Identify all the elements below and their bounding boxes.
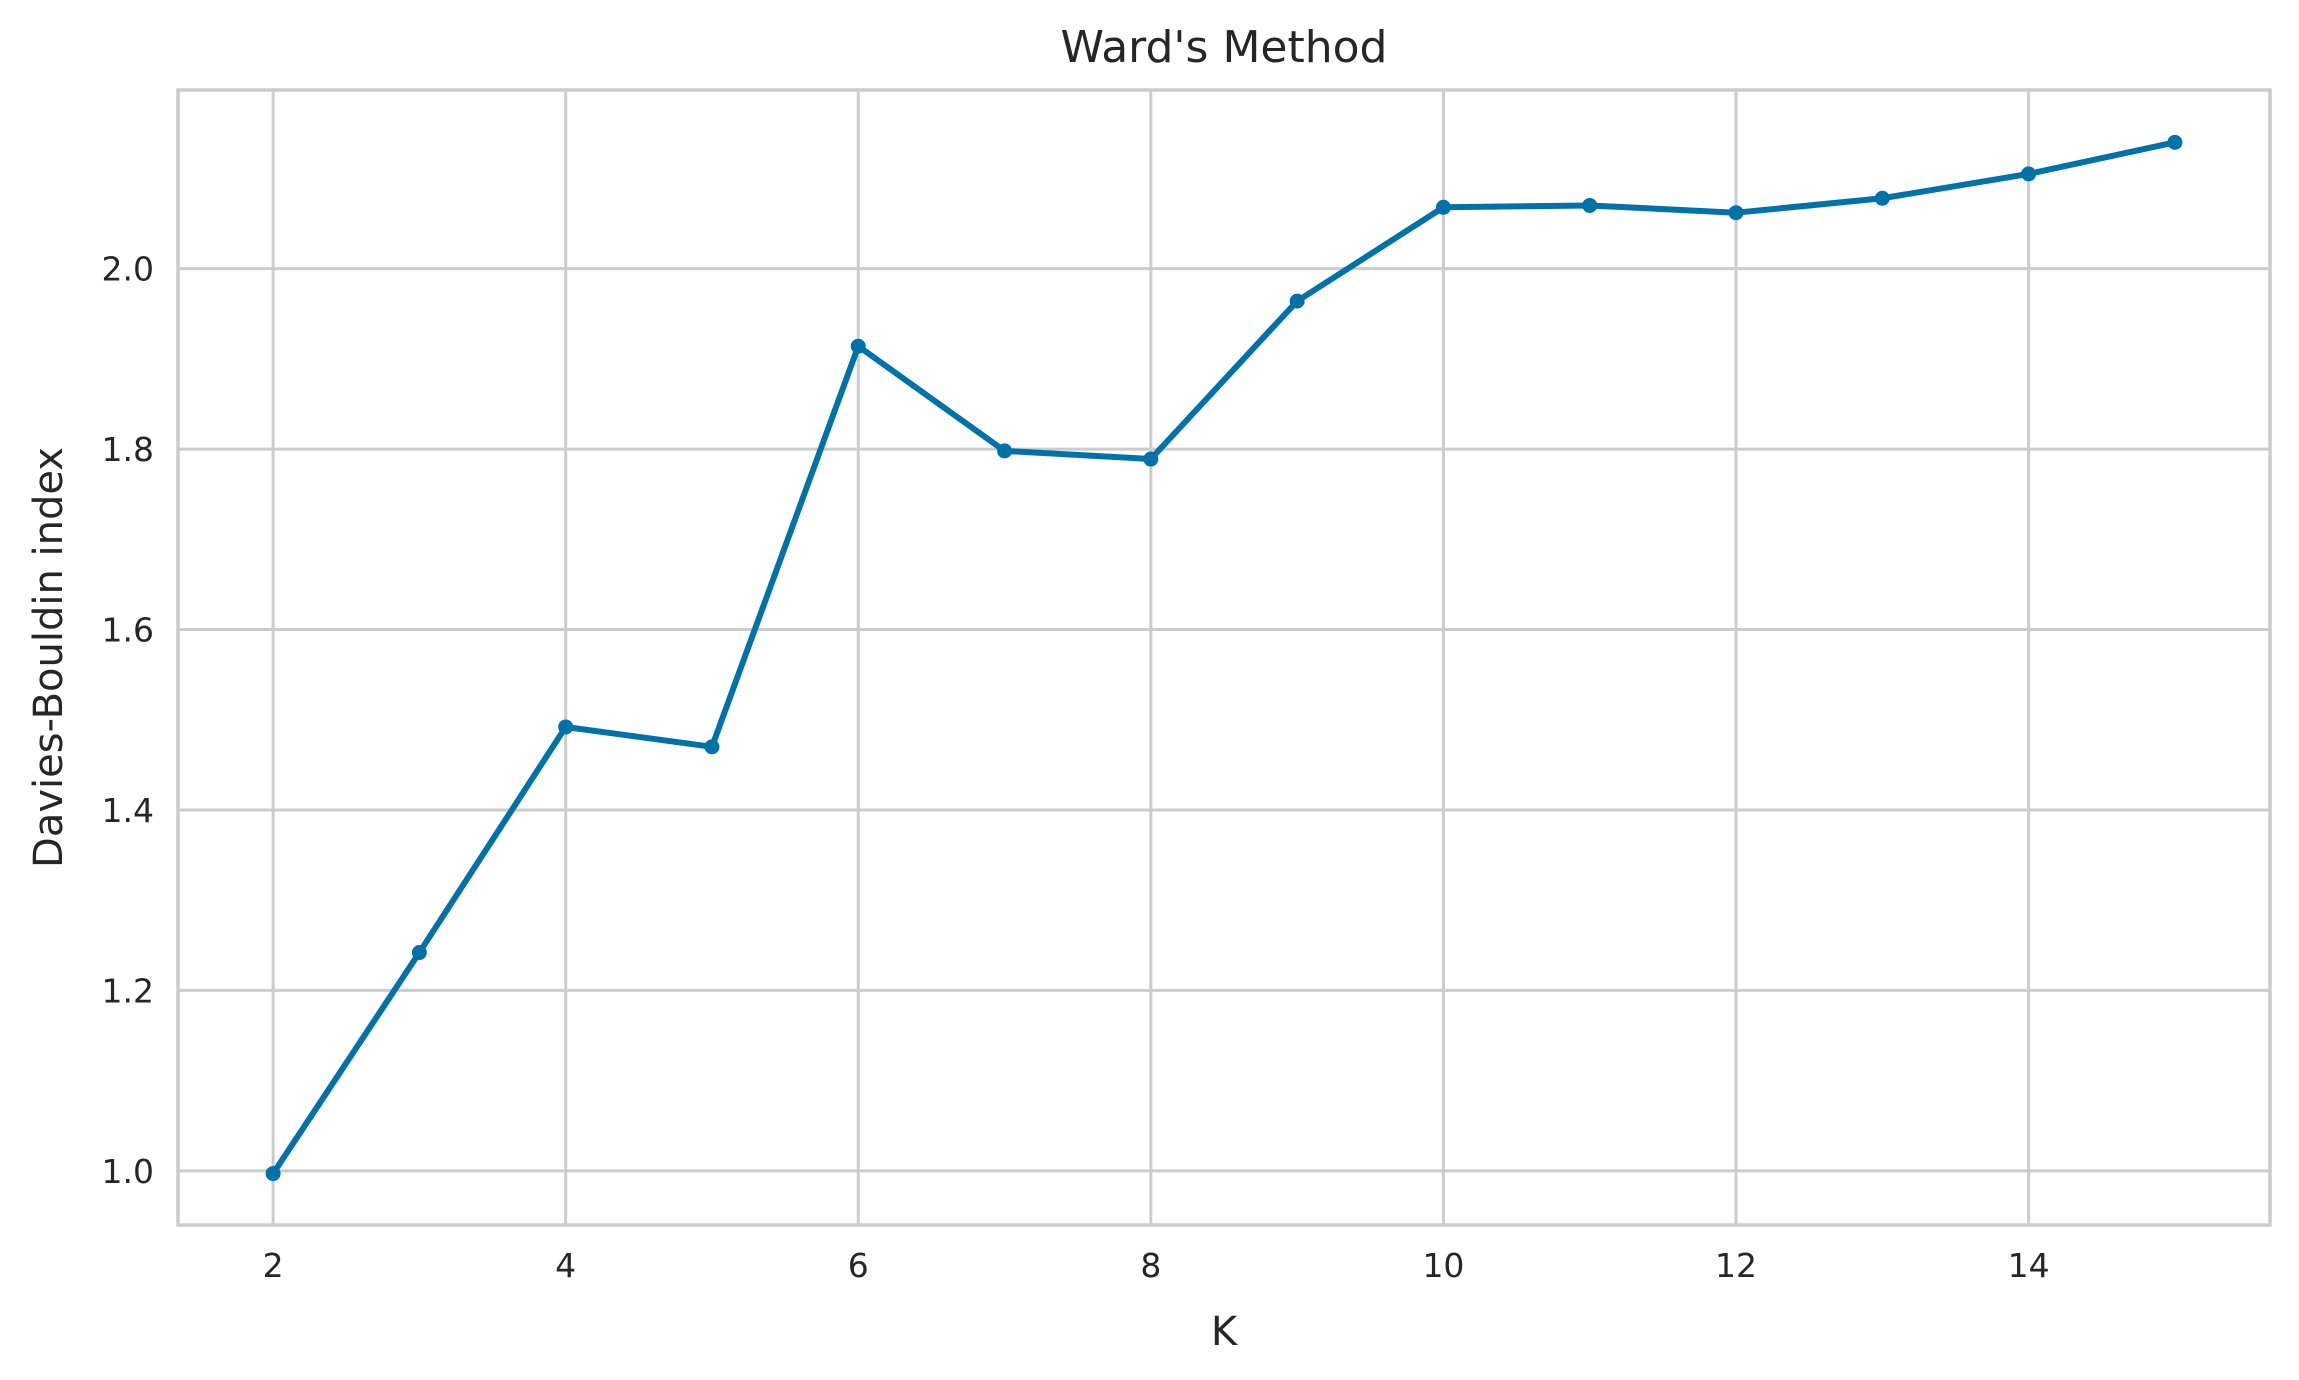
y-tick-label: 1.4 (102, 791, 154, 830)
data-point (1435, 199, 1451, 215)
x-tick-label: 8 (1140, 1246, 1161, 1285)
data-point (1874, 190, 1890, 206)
x-tick-label: 14 (2008, 1246, 2050, 1285)
chart-title: Ward's Method (1061, 22, 1388, 73)
grid (178, 90, 2270, 1225)
series-line (270, 139, 2178, 1177)
y-tick-label: 1.2 (102, 971, 154, 1010)
data-point (997, 443, 1013, 459)
series-layer (265, 134, 2183, 1182)
plot-frame (176, 88, 2272, 1227)
data-point (1582, 197, 1598, 213)
x-tick-label: 4 (555, 1246, 576, 1285)
data-point (704, 739, 720, 755)
data-point (411, 945, 427, 961)
y-tick-label: 1.0 (102, 1152, 154, 1191)
tick-labels: 2 4 6 8 10 12 14 1.0 1.2 1.4 1.6 1.8 2.0 (102, 250, 2050, 1285)
y-tick-label: 1.8 (102, 430, 154, 469)
y-axis-label: Davies-Bouldin index (26, 447, 72, 868)
data-point (2021, 166, 2037, 182)
data-point (1143, 451, 1159, 467)
x-axis-label: K (1211, 1309, 1239, 1355)
data-point (1289, 293, 1305, 309)
data-point (265, 1166, 281, 1182)
x-tick-label: 2 (263, 1246, 284, 1285)
data-point (2167, 134, 2183, 150)
x-tick-label: 6 (848, 1246, 869, 1285)
data-point (1728, 205, 1744, 221)
y-tick-label: 1.6 (102, 611, 154, 650)
data-point (850, 338, 866, 354)
x-tick-label: 12 (1715, 1246, 1757, 1285)
y-tick-label: 2.0 (102, 250, 154, 289)
x-tick-label: 10 (1422, 1246, 1464, 1285)
data-point (558, 719, 574, 735)
